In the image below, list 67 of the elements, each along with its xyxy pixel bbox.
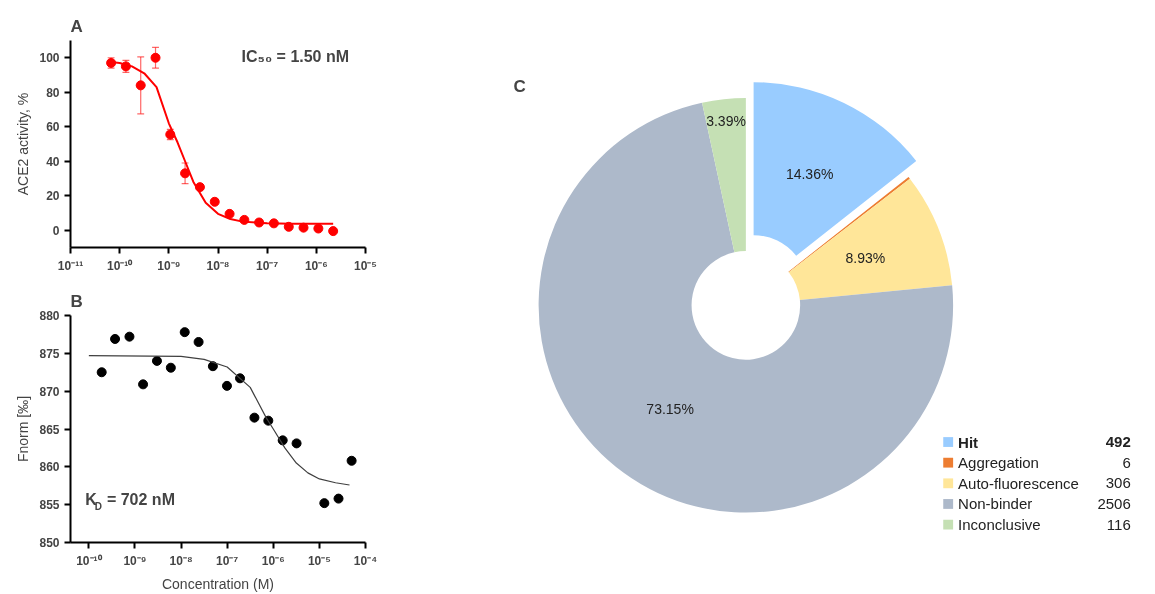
y-axis-title: Fnorm [‰] [15, 395, 32, 463]
y-tick-label: 100 [39, 51, 60, 66]
point [224, 208, 235, 219]
point [313, 223, 324, 234]
x-tick-label: 10⁻⁶ [261, 553, 285, 568]
point [150, 52, 161, 63]
point [110, 333, 121, 344]
point [165, 362, 176, 373]
legend-label: Auto-fluorescence [958, 474, 1079, 492]
chart-title: C [513, 76, 526, 96]
y-tick-label: 880 [39, 309, 60, 323]
point [138, 379, 149, 390]
x-tick-label: 10⁻¹⁰ [76, 553, 103, 568]
text: 116 [1106, 515, 1131, 533]
x-tick-label: 10⁻⁷ [216, 553, 239, 568]
x-tick-label: 10⁻⁸ [206, 258, 230, 273]
point [193, 336, 204, 347]
data-label: 8.93% [845, 250, 886, 267]
text: 306 [1105, 474, 1131, 492]
legend-label: Inconclusive [958, 516, 1041, 534]
legend-label: Hit [958, 433, 979, 451]
point [135, 80, 146, 91]
y-tick-label: 855 [39, 498, 60, 513]
y-tick-label: 875 [39, 346, 60, 361]
y-tick-label: 20 [46, 189, 60, 204]
y-tick-label: 850 [39, 536, 60, 550]
x-tick-label: 10⁻⁸ [169, 553, 193, 568]
data-label: 73.15% [646, 400, 694, 417]
x-axis-title: Concentration (M) [161, 575, 275, 592]
point [124, 331, 135, 342]
y-tick-label: 40 [46, 154, 60, 169]
point [328, 226, 339, 237]
x-tick-label: 10⁻¹¹ [57, 258, 84, 273]
legend-label: Non-binder [958, 495, 1033, 513]
y-tick-label: 860 [39, 460, 60, 475]
y-tick-label: 80 [46, 85, 60, 100]
x-tick-label: 10⁻⁵ [307, 553, 331, 568]
point [249, 412, 260, 423]
legend-label: Aggregation [958, 454, 1039, 472]
point [179, 327, 190, 338]
x-tick-label: 10⁻⁴ [353, 553, 378, 568]
y-tick-label: 60 [46, 120, 60, 135]
x-tick-label: 10⁻⁹ [123, 553, 147, 568]
y-tick-label: 865 [39, 422, 60, 437]
chart-title: B [70, 291, 83, 311]
y-axis-title: ACE2 activity, % [15, 92, 32, 196]
y-tick-label: 870 [39, 384, 60, 399]
text: 6 [1122, 453, 1131, 471]
data-label: 14.36% [785, 166, 834, 183]
point [291, 438, 302, 449]
x-tick-label: 10⁻⁹ [157, 258, 181, 273]
data-label: 3.39% [706, 112, 746, 129]
text: 492 [1105, 433, 1131, 451]
point [96, 367, 107, 378]
x-tick-label: 10⁻⁵ [354, 258, 377, 273]
x-tick-label: 10⁻⁶ [304, 258, 328, 273]
point [221, 380, 232, 391]
point [151, 355, 162, 366]
x-tick-label: 10⁻⁷ [256, 258, 279, 273]
text: 2506 [1097, 494, 1131, 512]
point [207, 361, 218, 372]
point [209, 196, 220, 207]
y-tick-label: 0 [52, 223, 60, 238]
x-tick-label: 10⁻¹⁰ [106, 258, 134, 273]
chart-title: A [70, 16, 83, 36]
annotation: IC₅₀ = 1.50 nM [241, 48, 350, 66]
point [180, 168, 191, 179]
